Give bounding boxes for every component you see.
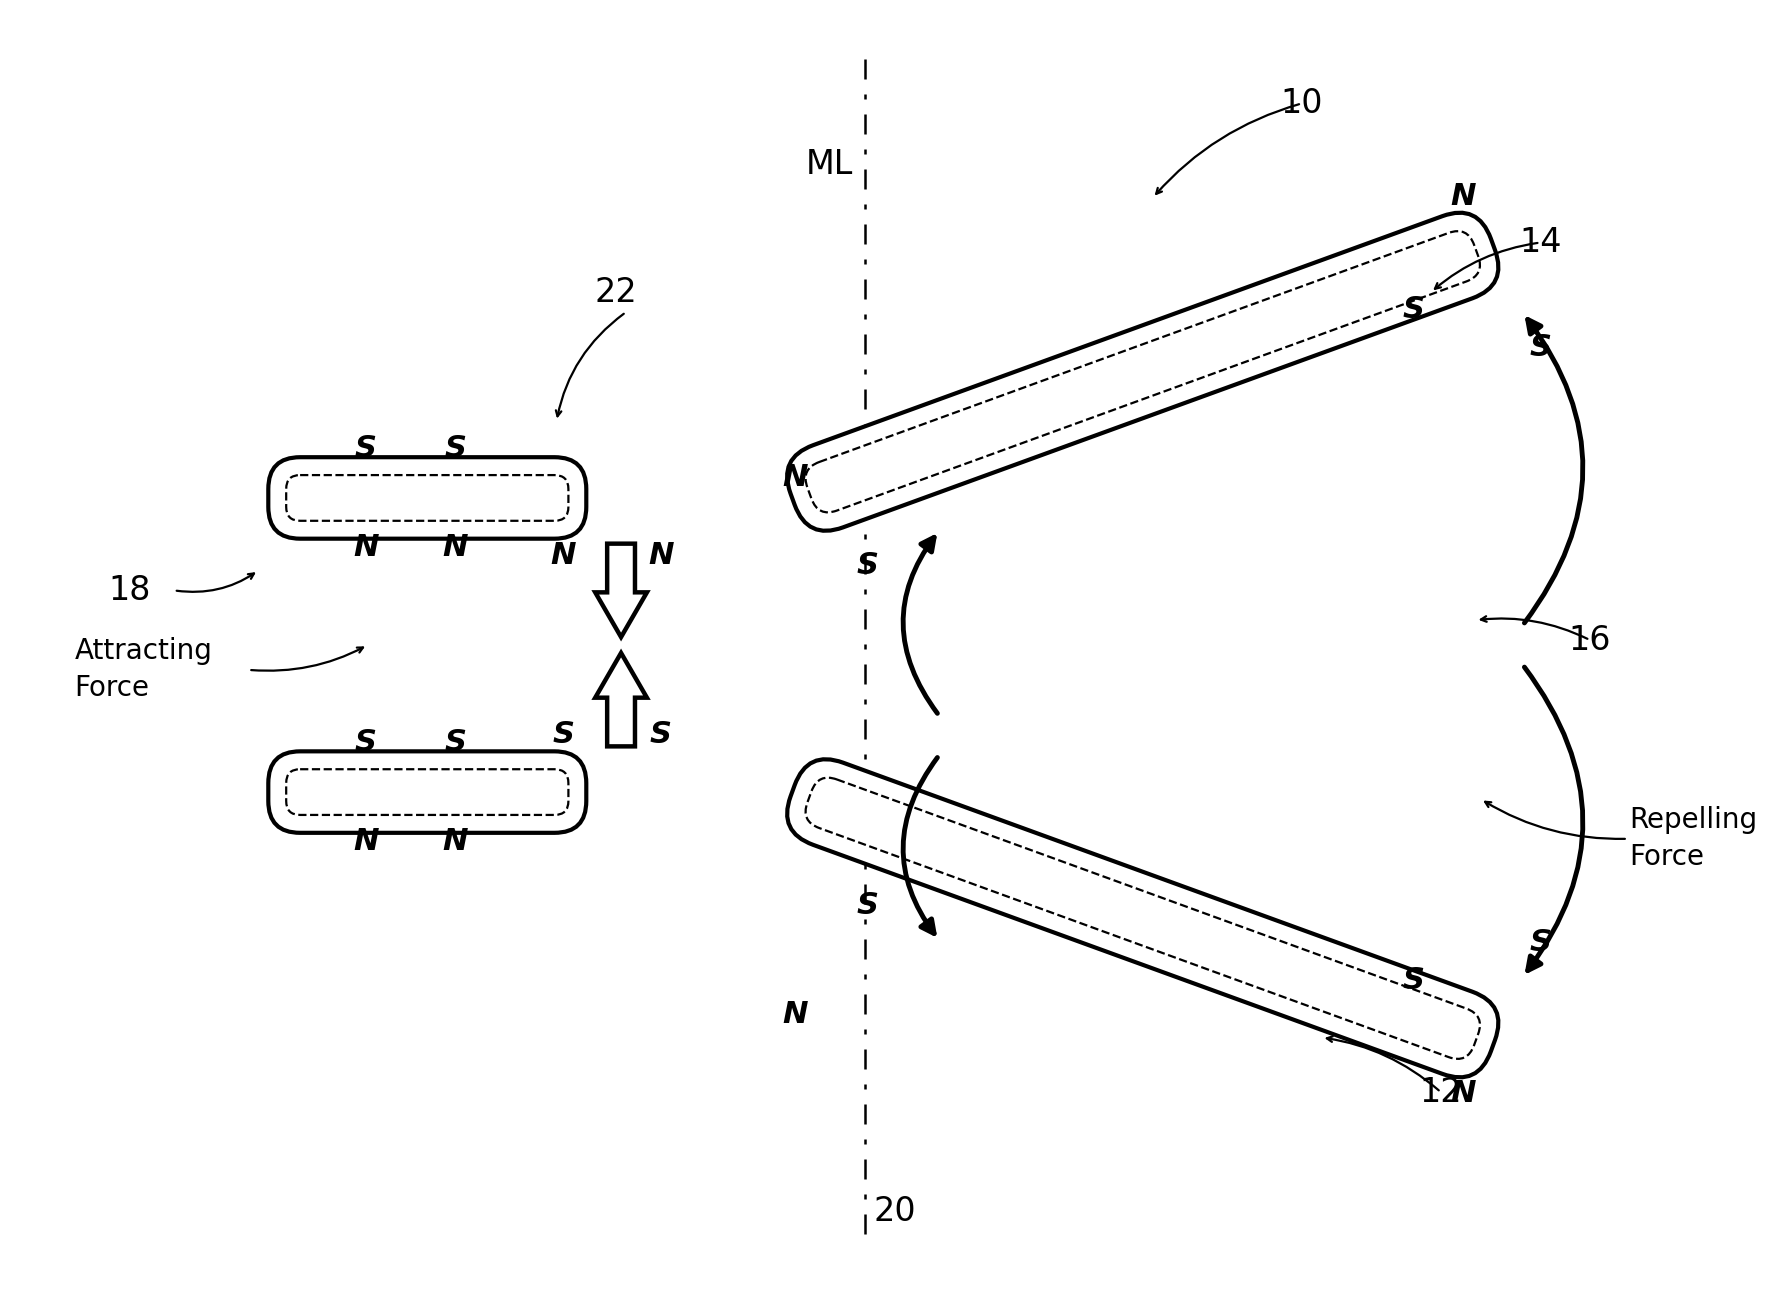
Text: N: N (354, 827, 379, 857)
Text: S: S (857, 551, 879, 580)
Text: N: N (443, 827, 468, 857)
Polygon shape (595, 543, 647, 637)
Text: 18: 18 (107, 573, 150, 607)
Text: S: S (1402, 295, 1425, 325)
Text: S: S (1402, 965, 1425, 995)
Text: N: N (354, 533, 379, 562)
Text: 22: 22 (595, 276, 638, 309)
Text: N: N (648, 541, 673, 571)
Text: S: S (1529, 333, 1552, 362)
FancyArrowPatch shape (1525, 320, 1582, 622)
Text: N: N (782, 463, 807, 493)
Text: S: S (552, 719, 575, 749)
Text: N: N (443, 533, 468, 562)
Text: 10: 10 (1281, 87, 1323, 120)
Text: N: N (1450, 1079, 1475, 1108)
Text: S: S (355, 729, 377, 757)
FancyBboxPatch shape (268, 752, 586, 833)
Text: S: S (445, 433, 466, 463)
Text: S: S (355, 433, 377, 463)
Text: Attracting
Force: Attracting Force (75, 638, 213, 703)
Text: N: N (1450, 182, 1475, 211)
Text: N: N (782, 1000, 807, 1029)
Text: 20: 20 (873, 1194, 916, 1228)
FancyBboxPatch shape (268, 457, 586, 538)
FancyArrowPatch shape (1525, 668, 1582, 970)
Text: S: S (857, 890, 879, 920)
FancyBboxPatch shape (788, 212, 1498, 531)
Text: S: S (1529, 928, 1552, 956)
Polygon shape (595, 653, 647, 747)
Text: Repelling
Force: Repelling Force (1629, 806, 1757, 871)
FancyArrowPatch shape (904, 537, 938, 713)
Text: S: S (650, 719, 672, 749)
FancyBboxPatch shape (788, 760, 1498, 1078)
Text: ML: ML (805, 148, 852, 181)
Text: N: N (550, 541, 577, 571)
Text: 16: 16 (1568, 624, 1611, 656)
FancyArrowPatch shape (904, 757, 938, 933)
Text: S: S (445, 729, 466, 757)
Text: 14: 14 (1520, 226, 1561, 259)
Text: 12: 12 (1420, 1075, 1463, 1109)
